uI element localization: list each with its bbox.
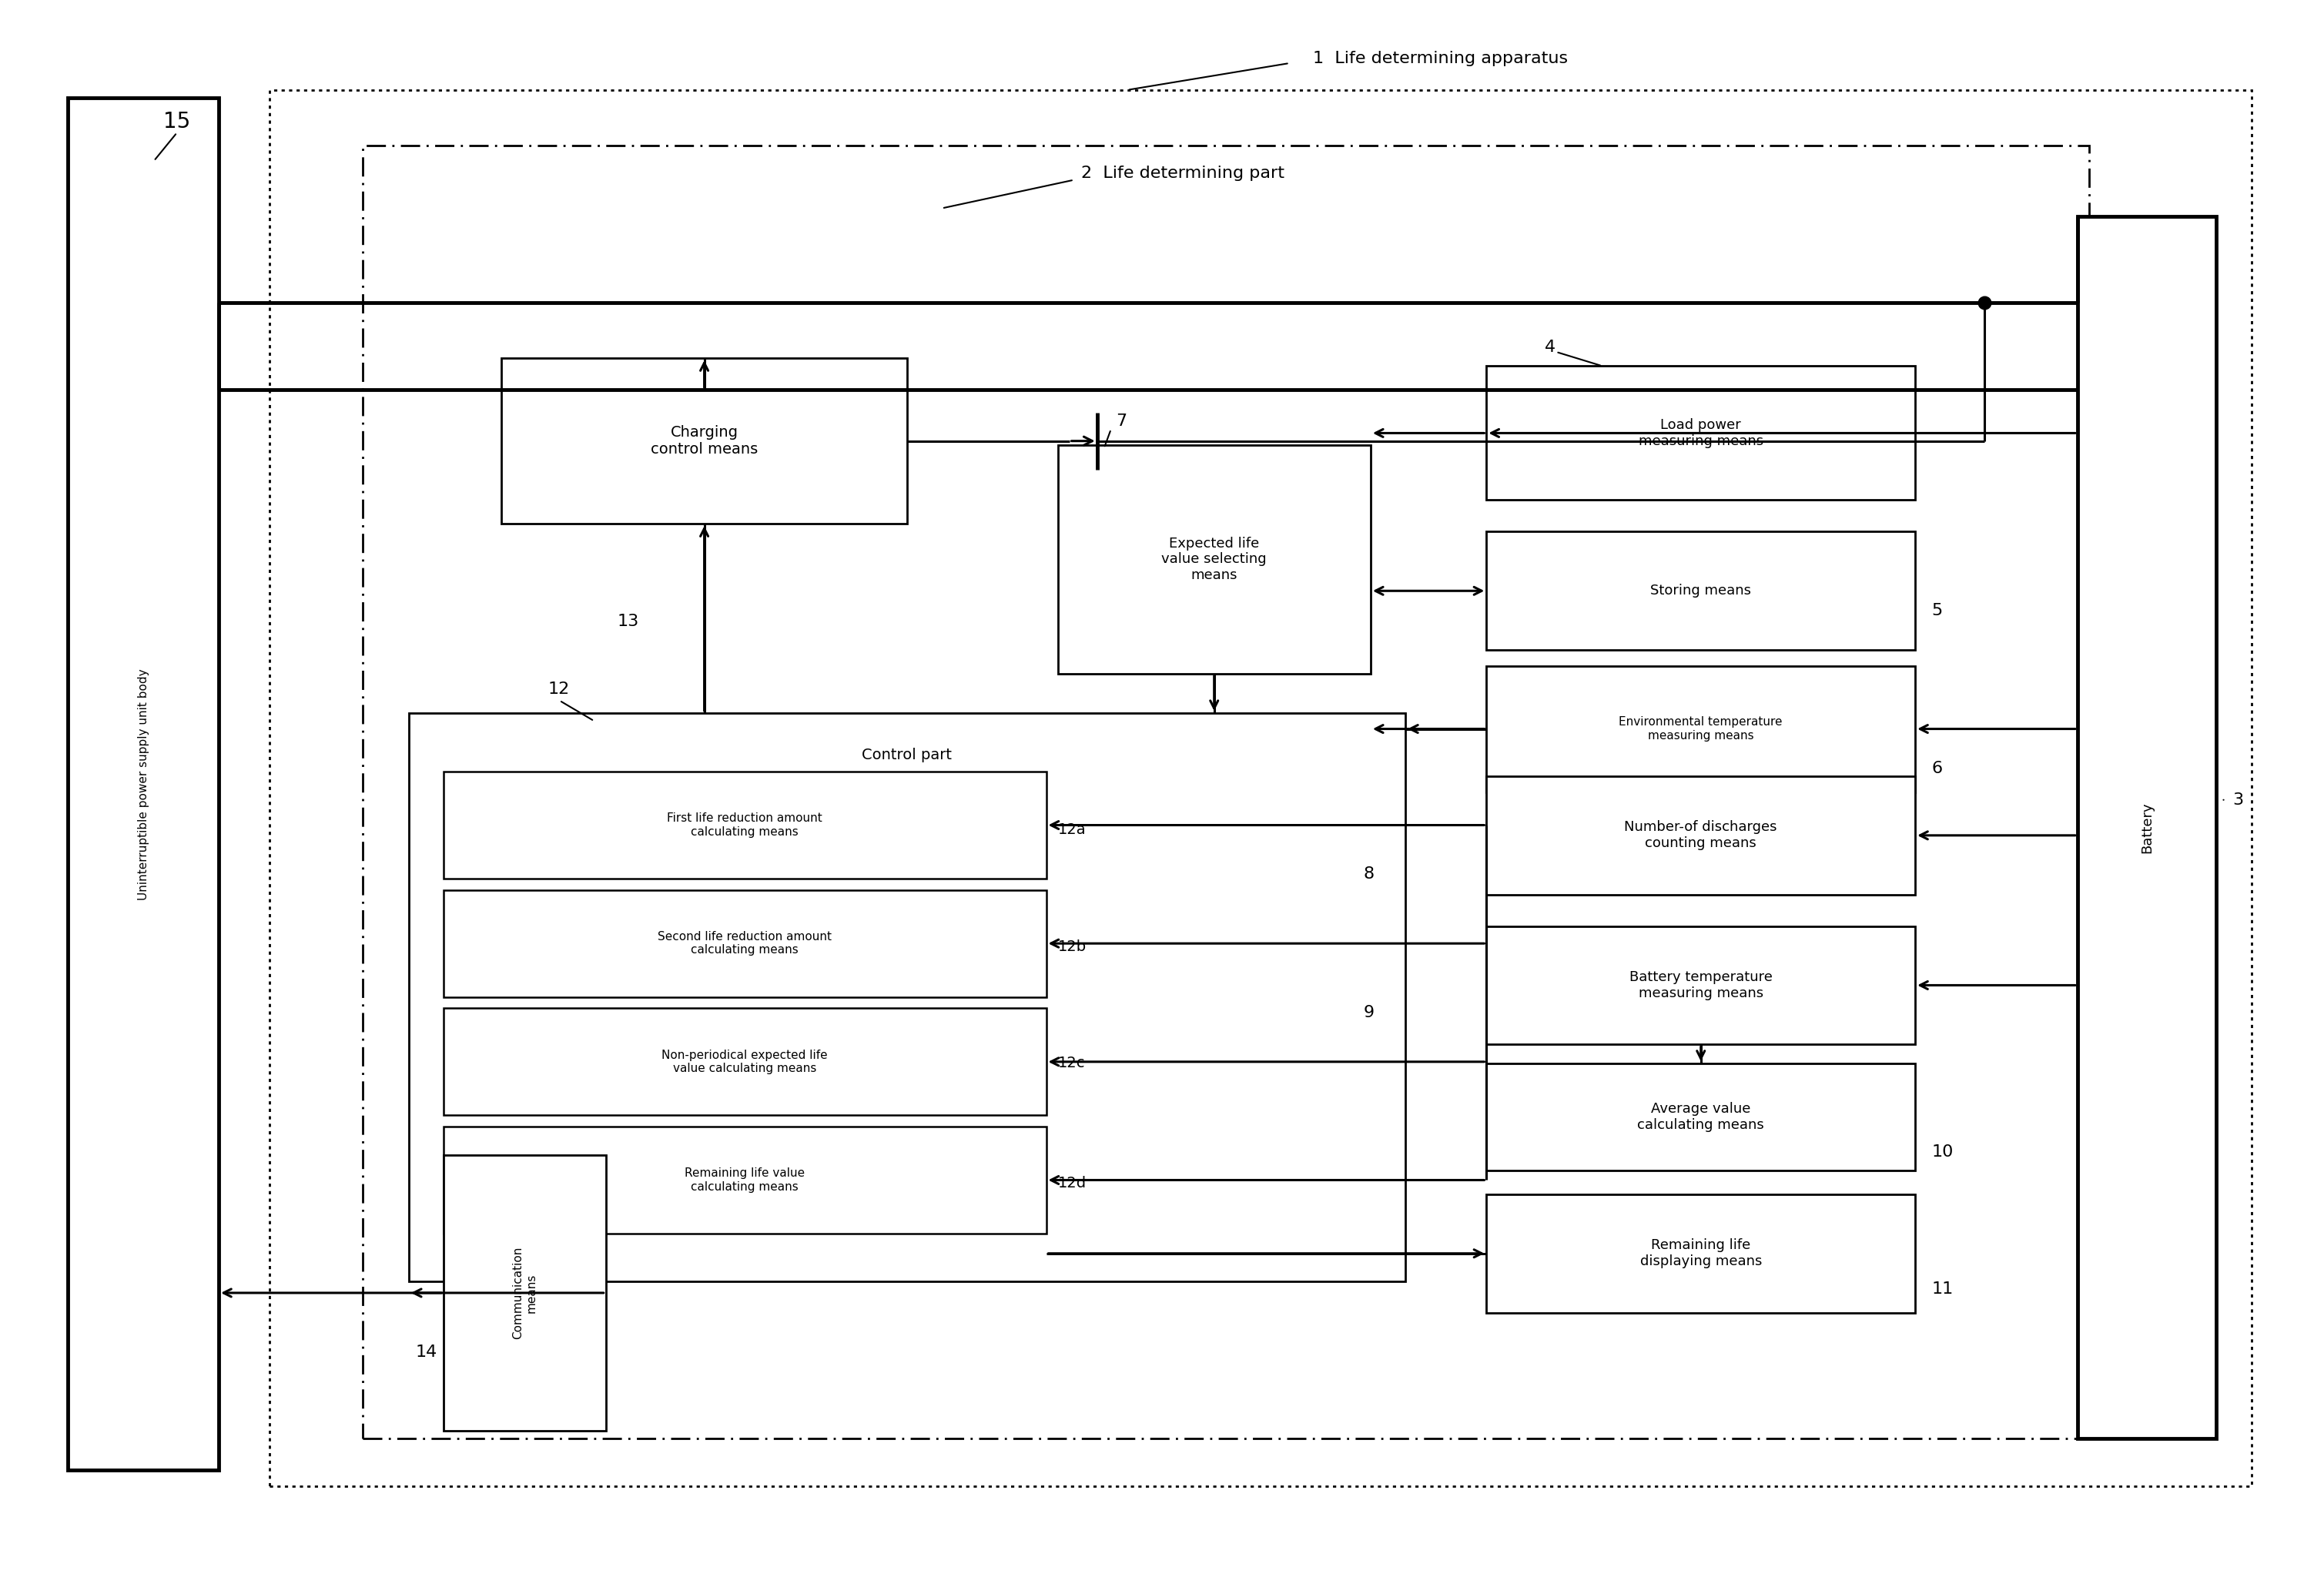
Text: Communication
means: Communication means	[511, 1247, 537, 1338]
FancyBboxPatch shape	[1487, 927, 1915, 1044]
FancyBboxPatch shape	[444, 1007, 1046, 1115]
FancyBboxPatch shape	[1487, 665, 1915, 792]
Text: Battery: Battery	[2140, 802, 2154, 854]
Text: Average value
calculating means: Average value calculating means	[1638, 1102, 1764, 1133]
Text: 14: 14	[416, 1345, 437, 1359]
Text: Storing means: Storing means	[1650, 584, 1752, 597]
Text: 4: 4	[1545, 339, 1555, 355]
FancyBboxPatch shape	[444, 890, 1046, 996]
FancyBboxPatch shape	[444, 1126, 1046, 1234]
FancyBboxPatch shape	[502, 358, 906, 524]
Text: 2  Life determining part: 2 Life determining part	[1081, 166, 1285, 181]
Text: 3: 3	[2233, 792, 2243, 808]
FancyBboxPatch shape	[1487, 1194, 1915, 1313]
Text: First life reduction amount
calculating means: First life reduction amount calculating …	[667, 813, 823, 838]
Text: 12: 12	[548, 681, 569, 697]
Text: Load power
measuring means: Load power measuring means	[1638, 418, 1764, 448]
Text: 8: 8	[1364, 866, 1373, 882]
Text: 15: 15	[163, 111, 191, 133]
Text: Remaining life
displaying means: Remaining life displaying means	[1641, 1239, 1762, 1269]
Text: 12c: 12c	[1057, 1057, 1085, 1071]
Text: 12d: 12d	[1057, 1175, 1085, 1191]
FancyBboxPatch shape	[1487, 532, 1915, 649]
FancyBboxPatch shape	[1487, 1063, 1915, 1171]
Text: 1  Life determining apparatus: 1 Life determining apparatus	[1313, 51, 1569, 67]
Text: Remaining life value
calculating means: Remaining life value calculating means	[686, 1167, 804, 1193]
Text: Battery temperature
measuring means: Battery temperature measuring means	[1629, 971, 1773, 1000]
Text: Second life reduction amount
calculating means: Second life reduction amount calculating…	[658, 931, 832, 955]
FancyBboxPatch shape	[444, 771, 1046, 879]
Text: Environmental temperature
measuring means: Environmental temperature measuring mean…	[1620, 716, 1783, 741]
Text: 7: 7	[1116, 413, 1127, 429]
Text: Uninterruptible power supply unit body: Uninterruptible power supply unit body	[137, 668, 149, 900]
Text: 11: 11	[1931, 1281, 1952, 1297]
Text: 5: 5	[1931, 604, 1943, 618]
Text: Number-of discharges
counting means: Number-of discharges counting means	[1624, 821, 1778, 851]
Text: Charging
control means: Charging control means	[651, 425, 758, 456]
Text: 10: 10	[1931, 1144, 1952, 1159]
FancyBboxPatch shape	[2078, 215, 2217, 1438]
FancyBboxPatch shape	[1487, 776, 1915, 895]
Text: Non-periodical expected life
value calculating means: Non-periodical expected life value calcu…	[662, 1049, 827, 1074]
FancyBboxPatch shape	[1057, 445, 1371, 673]
Text: 9: 9	[1364, 1006, 1373, 1020]
Text: 13: 13	[618, 615, 639, 629]
Text: 12b: 12b	[1057, 939, 1085, 954]
FancyBboxPatch shape	[67, 98, 218, 1470]
Text: Control part: Control part	[862, 748, 953, 762]
FancyBboxPatch shape	[409, 713, 1406, 1281]
Text: 6: 6	[1931, 760, 1943, 776]
Text: 12a: 12a	[1057, 822, 1085, 838]
FancyBboxPatch shape	[1487, 366, 1915, 501]
FancyBboxPatch shape	[444, 1155, 607, 1430]
Text: Expected life
value selecting
means: Expected life value selecting means	[1162, 537, 1267, 583]
